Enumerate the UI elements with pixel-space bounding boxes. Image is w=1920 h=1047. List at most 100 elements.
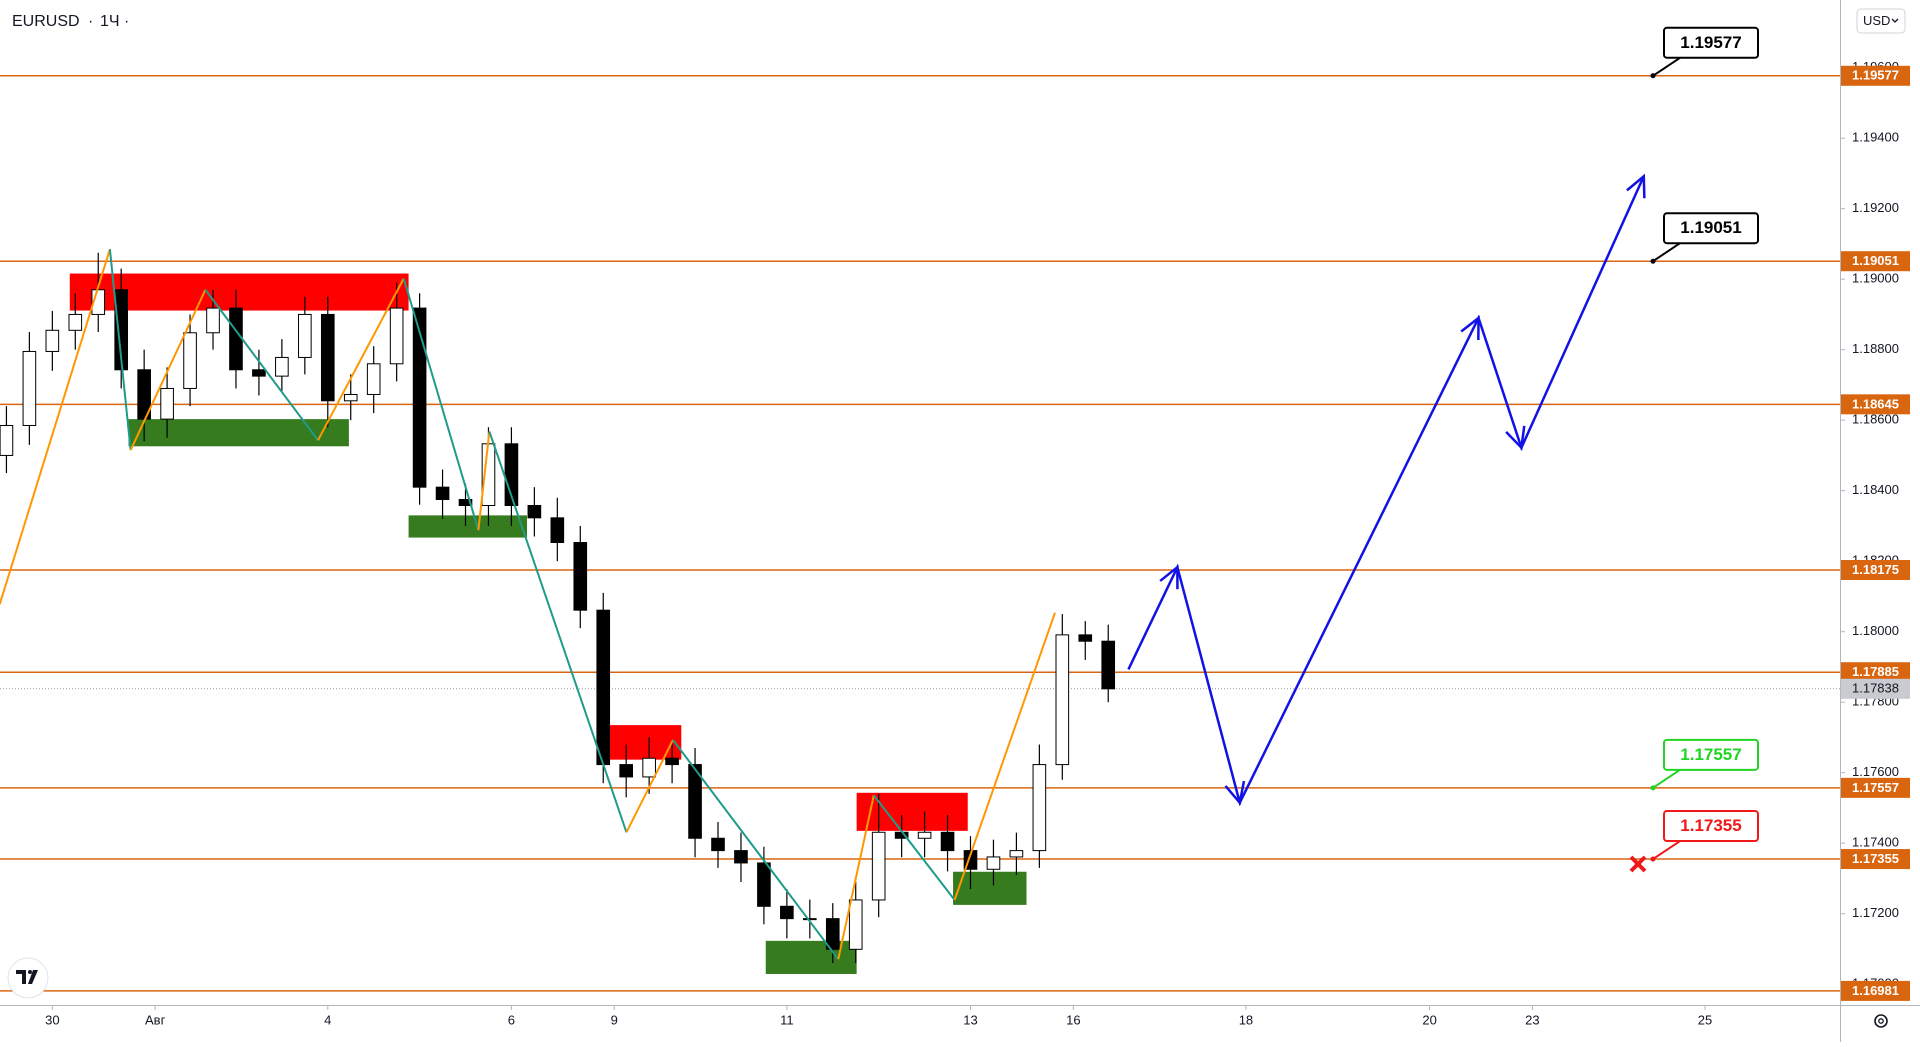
candle-body xyxy=(252,369,266,377)
zigzag-segment xyxy=(204,289,319,441)
callout-anchor xyxy=(1650,73,1656,79)
callout-anchor xyxy=(1650,856,1656,862)
projection-path xyxy=(1127,175,1645,807)
x-tick-label: 18 xyxy=(1239,1012,1253,1027)
candle-body xyxy=(917,831,932,839)
plot-area xyxy=(0,75,1840,992)
projection-arrowhead xyxy=(1626,173,1646,199)
symbol: EURUSD xyxy=(12,13,80,30)
candle-body xyxy=(711,837,725,852)
projection-arrowhead xyxy=(1505,425,1526,451)
callout-pointer xyxy=(1652,242,1681,263)
level-label-box xyxy=(1841,65,1910,86)
logo-dot xyxy=(28,970,32,974)
callout-box xyxy=(1663,810,1759,843)
zone xyxy=(765,940,857,974)
candle-body xyxy=(940,831,955,852)
candle-body xyxy=(757,862,771,907)
zigzag-segment xyxy=(672,739,840,960)
candle-body xyxy=(780,905,794,920)
callout-label: 1.19577 xyxy=(1680,33,1741,52)
logo-mark xyxy=(16,970,38,984)
zigzag-segment xyxy=(477,431,491,531)
candle-body xyxy=(527,504,542,519)
gear[interactable] xyxy=(1874,1014,1888,1028)
candle-body xyxy=(275,356,289,377)
level-label-box xyxy=(1841,980,1910,1001)
level-label: 1.18645 xyxy=(1852,396,1899,411)
candle-body xyxy=(803,918,817,921)
callout-pointer xyxy=(1652,56,1681,77)
candle-body xyxy=(688,764,702,839)
level-label: 1.17355 xyxy=(1852,851,1899,866)
candle-body xyxy=(343,393,358,402)
x-tick-label: 11 xyxy=(780,1012,794,1027)
callout-pointer xyxy=(1652,769,1681,789)
zone xyxy=(604,725,682,760)
candle-body xyxy=(114,289,129,371)
zigzag-segment xyxy=(873,794,956,901)
projection-arrowhead xyxy=(1224,780,1246,806)
y-tick-label: 1.19400 xyxy=(1852,130,1899,145)
zigzag-segment xyxy=(129,289,207,451)
projection-arrowhead xyxy=(1159,564,1179,590)
candle-body xyxy=(458,499,473,506)
candle-body xyxy=(412,307,427,488)
zigzag-segment xyxy=(837,795,875,960)
y-tick-label: 1.17600 xyxy=(1852,764,1899,779)
candle-body xyxy=(435,486,450,501)
candle-body xyxy=(22,350,37,426)
zigzag-segment xyxy=(0,248,111,605)
currency-box[interactable] xyxy=(1856,8,1906,34)
candle-body xyxy=(389,307,404,365)
callout-anchor xyxy=(1650,258,1656,264)
settings-button[interactable] xyxy=(1874,1014,1888,1028)
separator: · xyxy=(124,13,129,30)
candle-body xyxy=(1101,640,1116,690)
candle-body xyxy=(986,856,1001,870)
tradingview-logo[interactable] xyxy=(7,957,49,999)
callout-box xyxy=(1663,26,1759,59)
level-label: 1.17557 xyxy=(1852,780,1899,795)
zigzag-segment xyxy=(402,278,480,531)
candle-body xyxy=(68,313,83,331)
candle-body xyxy=(596,609,611,766)
x-tick-label: 25 xyxy=(1698,1012,1712,1027)
zone xyxy=(953,871,1027,905)
x-tick-label: 13 xyxy=(963,1012,977,1027)
x-tick-label: 30 xyxy=(45,1012,59,1027)
candle-body xyxy=(848,899,863,950)
currency-button[interactable]: USD xyxy=(1856,8,1906,34)
level-label-box xyxy=(1841,394,1910,415)
level-label-box xyxy=(1841,662,1910,683)
candle-body xyxy=(1078,634,1093,642)
y-tick-label: 1.19200 xyxy=(1852,200,1899,215)
callout-box xyxy=(1663,212,1759,245)
x-tick-label: 20 xyxy=(1422,1012,1436,1027)
x-tick-label: 6 xyxy=(508,1012,515,1027)
y-tick-label: 1.18600 xyxy=(1852,412,1899,427)
logo-circle[interactable] xyxy=(7,957,49,999)
y-tick-label: 1.18400 xyxy=(1852,482,1899,497)
y-tick-label: 1.17400 xyxy=(1852,835,1899,850)
currency[interactable]: USD xyxy=(1863,13,1890,28)
x-tick-label: 4 xyxy=(324,1012,331,1027)
x-tick-label: 9 xyxy=(611,1012,618,1027)
candle-body xyxy=(45,329,60,352)
header: EURUSD · 1Ч · xyxy=(12,13,129,30)
candle-body xyxy=(320,313,335,402)
candle-body xyxy=(1009,850,1024,858)
level-label-box xyxy=(1841,849,1910,870)
y-tick-label: 1.19000 xyxy=(1852,271,1899,286)
zigzag-segment xyxy=(108,249,132,451)
level-label: 1.17885 xyxy=(1852,664,1899,679)
candle-body xyxy=(298,313,312,358)
x-tick-label: 16 xyxy=(1066,1012,1080,1027)
callout-label: 1.17557 xyxy=(1680,745,1741,764)
candle-body xyxy=(1055,634,1070,766)
level-label: 1.18175 xyxy=(1852,562,1899,577)
candle-body xyxy=(160,387,174,420)
candle-body xyxy=(550,517,565,544)
candle-body xyxy=(366,363,381,395)
